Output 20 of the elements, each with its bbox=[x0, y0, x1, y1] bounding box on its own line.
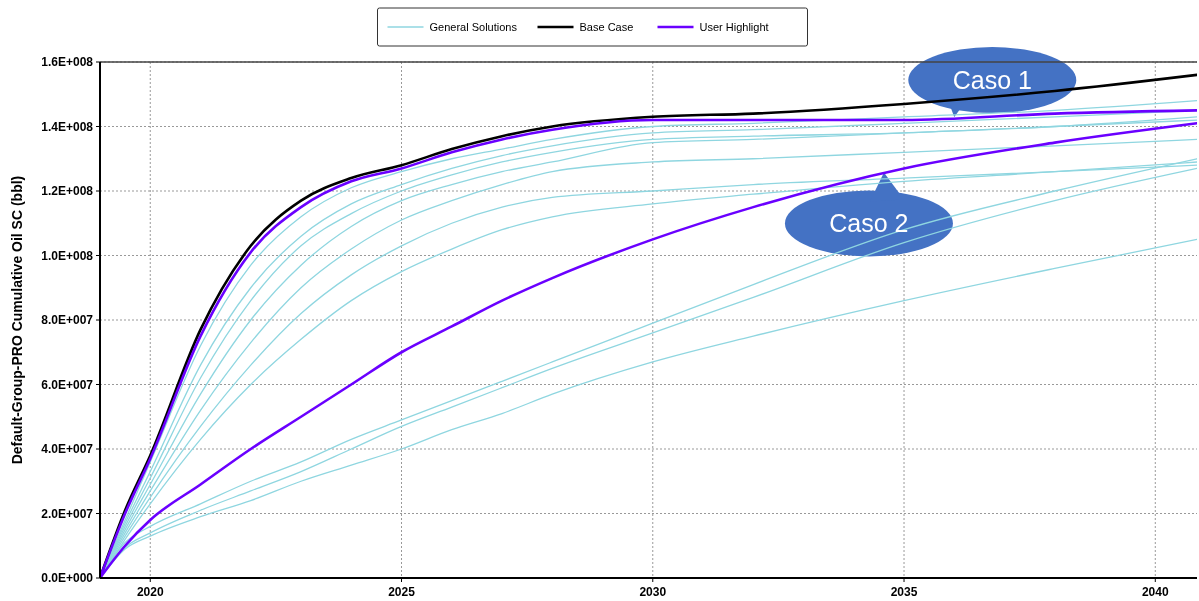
legend-label: User Highlight bbox=[699, 21, 769, 33]
y-tick-label: 1.4E+008 bbox=[41, 119, 94, 134]
annotation: Caso 1 bbox=[952, 66, 1032, 95]
y-tick-label: 1.0E+008 bbox=[41, 248, 94, 263]
y-tick-label: 0.0E+000 bbox=[41, 571, 94, 585]
x-tick-label: 2040 bbox=[1141, 585, 1169, 599]
y-tick-label: 8.0E+007 bbox=[41, 313, 94, 327]
y-tick-label: 2.0E+007 bbox=[41, 506, 94, 521]
legend-label: Base Case bbox=[579, 21, 634, 33]
annotation: Caso 2 bbox=[829, 209, 909, 238]
y-tick-label: 4.0E+007 bbox=[41, 442, 94, 456]
y-tick-label: 1.6E+008 bbox=[41, 55, 94, 69]
x-tick-label: 2035 bbox=[890, 585, 918, 599]
y-tick-label: 6.0E+007 bbox=[41, 377, 94, 392]
y-tick-label: 1.2E+008 bbox=[41, 184, 94, 198]
x-tick-label: 2020 bbox=[136, 585, 164, 599]
y-axis-title: Default-Group-PRO Cumulative Oil SC (bbl) bbox=[9, 175, 25, 465]
legend-label: General Solutions bbox=[429, 21, 518, 33]
x-tick-label: 2025 bbox=[388, 585, 416, 599]
x-tick-label: 2030 bbox=[639, 585, 667, 599]
